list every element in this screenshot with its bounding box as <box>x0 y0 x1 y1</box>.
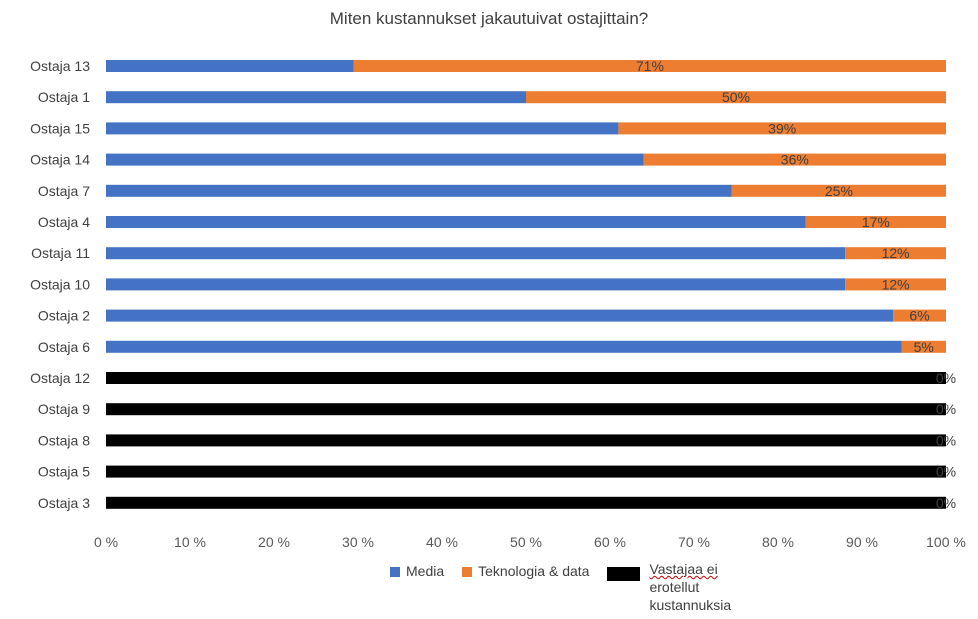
bar-segment-media <box>106 309 894 322</box>
legend-swatch-tech <box>462 567 473 577</box>
x-tick-label: 0 % <box>94 534 118 550</box>
data-label: 25% <box>825 183 853 199</box>
bar-segment-tech <box>845 247 946 260</box>
legend-label-none: Vastajaa ei erotellut kustannuksia <box>649 560 769 614</box>
bar-segment-media <box>106 122 619 135</box>
x-tick-label: 60 % <box>594 534 626 550</box>
data-label: 39% <box>768 120 796 136</box>
data-label: 50% <box>722 89 750 105</box>
legend-label-none-line3: kustannuksia <box>649 597 732 613</box>
bar-segment-media <box>106 216 806 228</box>
data-label: 12% <box>882 276 910 292</box>
data-label: 0% <box>936 370 956 386</box>
bar-segment-none <box>106 403 946 416</box>
legend-item-media: Media <box>390 563 444 579</box>
bar-segment-tech <box>845 278 946 291</box>
x-tick-label: 100 % <box>926 534 966 550</box>
data-label: 6% <box>909 308 929 324</box>
bar-segment-media <box>106 153 644 166</box>
bar-segment-none <box>106 465 946 478</box>
bar-segment-media <box>106 91 526 104</box>
category-label: Ostaja 1 <box>38 89 90 105</box>
x-tick-label: 30 % <box>342 534 374 550</box>
x-tick-label: 10 % <box>174 534 206 550</box>
data-label: 71% <box>636 58 664 74</box>
category-label: Ostaja 5 <box>38 464 90 480</box>
category-label: Ostaja 6 <box>38 339 90 355</box>
category-label: Ostaja 4 <box>38 214 90 230</box>
x-tick-label: 20 % <box>258 534 290 550</box>
x-tick-label: 80 % <box>762 534 794 550</box>
legend: Media Teknologia & data Vastajaa ei erot… <box>390 560 787 614</box>
category-label: Ostaja 8 <box>38 432 90 448</box>
legend-label-tech: Teknologia & data <box>478 563 590 579</box>
bar-segment-tech <box>643 153 946 166</box>
data-label: 5% <box>914 339 934 355</box>
category-label: Ostaja 11 <box>31 245 90 261</box>
bar-segment-tech <box>618 122 946 135</box>
data-label: 0% <box>936 464 956 480</box>
legend-label-none-line2: erotellut <box>649 579 700 595</box>
category-label: Ostaja 7 <box>38 183 90 199</box>
bar-segment-media <box>106 278 846 291</box>
data-label: 0% <box>936 401 956 417</box>
x-tick-label: 90 % <box>846 534 878 550</box>
legend-swatch-media <box>390 567 400 577</box>
bar-segment-none <box>106 496 946 509</box>
bar-segment-media <box>106 247 846 260</box>
bar-segment-tech <box>901 340 946 353</box>
x-tick-label: 40 % <box>426 534 458 550</box>
category-label: Ostaja 12 <box>30 370 90 386</box>
x-tick-label: 70 % <box>678 534 710 550</box>
category-label: Ostaja 13 <box>30 58 90 74</box>
category-label: Ostaja 3 <box>38 495 90 511</box>
legend-item-none: Vastajaa ei erotellut kustannuksia <box>607 560 769 614</box>
bar-segment-tech <box>353 60 946 72</box>
bar-segment-media <box>106 340 902 353</box>
legend-label-none-line1: Vastajaa ei <box>649 561 718 577</box>
legend-item-tech: Teknologia & data <box>462 563 589 579</box>
bar-segment-none <box>106 434 946 447</box>
data-label: 12% <box>882 245 910 261</box>
bar-segment-tech <box>526 91 946 104</box>
chart-title: Miten kustannukset jakautuivat ostajitta… <box>330 9 648 28</box>
x-tick-label: 50 % <box>510 534 542 550</box>
bar-segment-none <box>106 372 946 384</box>
bar-segment-tech <box>805 216 946 228</box>
bar-segment-tech <box>893 309 946 322</box>
data-label: 0% <box>936 495 956 511</box>
bar-segment-media <box>106 60 354 72</box>
category-label: Ostaja 15 <box>30 120 90 136</box>
legend-swatch-none <box>607 567 641 581</box>
category-label: Ostaja 10 <box>30 276 90 292</box>
data-label: 36% <box>781 152 809 168</box>
legend-label-media: Media <box>406 563 445 579</box>
data-label: 0% <box>936 432 956 448</box>
bar-segment-tech <box>731 184 946 197</box>
category-label: Ostaja 9 <box>38 401 90 417</box>
bar-segment-media <box>106 184 732 197</box>
category-label: Ostaja 2 <box>38 308 90 324</box>
category-label: Ostaja 14 <box>30 152 90 168</box>
data-label: 17% <box>862 214 890 230</box>
